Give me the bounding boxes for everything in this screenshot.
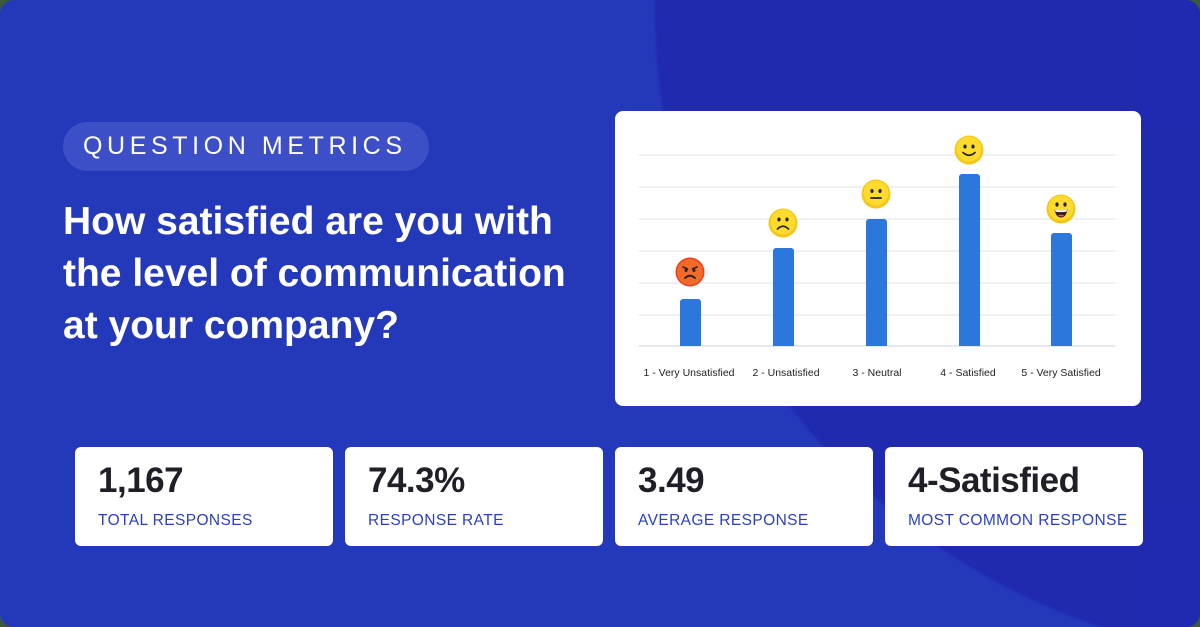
grinning-face-icon <box>1046 194 1076 224</box>
satisfaction-bar-chart: 1 - Very Unsatisfied 2 - Unsatisfied 3 -… <box>615 111 1141 406</box>
stat-label: MOST COMMON RESPONSE <box>908 512 1128 529</box>
stat-value: 3.49 <box>638 461 705 500</box>
neutral-face-icon <box>861 179 891 209</box>
angry-face-icon <box>675 257 705 287</box>
stat-card-average-response: 3.49 AVERAGE RESPONSE <box>615 447 873 546</box>
frowning-face-icon <box>768 208 798 238</box>
chart-baseline <box>639 345 1115 347</box>
stat-card-total-responses: 1,167 TOTAL RESPONSES <box>75 447 333 546</box>
stat-label: TOTAL RESPONSES <box>98 512 253 529</box>
x-axis-label: 3 - Neutral <box>852 367 902 379</box>
stat-label: RESPONSE RATE <box>368 512 504 529</box>
question-title: How satisfied are you with the level of … <box>63 200 566 347</box>
bar-unsatisfied[interactable] <box>773 248 794 346</box>
stat-value: 4-Satisfied <box>908 461 1080 500</box>
bar-very-satisfied[interactable] <box>1051 233 1072 346</box>
x-axis-label: 1 - Very Unsatisfied <box>643 367 735 379</box>
bar-satisfied[interactable] <box>959 174 980 346</box>
stat-value: 1,167 <box>98 461 184 500</box>
smiling-face-icon <box>954 135 984 165</box>
stat-card-response-rate: 74.3% RESPONSE RATE <box>345 447 603 546</box>
gridline <box>639 154 1115 156</box>
bar-neutral[interactable] <box>866 219 887 346</box>
question-metrics-badge: QUESTION METRICS <box>63 122 429 171</box>
x-axis-label: 5 - Very Satisfied <box>1021 367 1101 379</box>
stat-value: 74.3% <box>368 461 465 500</box>
x-axis-label: 2 - Unsatisfied <box>752 367 820 379</box>
bar-very-unsatisfied[interactable] <box>680 299 701 346</box>
x-axis-label: 4 - Satisfied <box>940 367 996 379</box>
stat-label: AVERAGE RESPONSE <box>638 512 809 529</box>
stat-card-most-common-response: 4-Satisfied MOST COMMON RESPONSE <box>885 447 1143 546</box>
